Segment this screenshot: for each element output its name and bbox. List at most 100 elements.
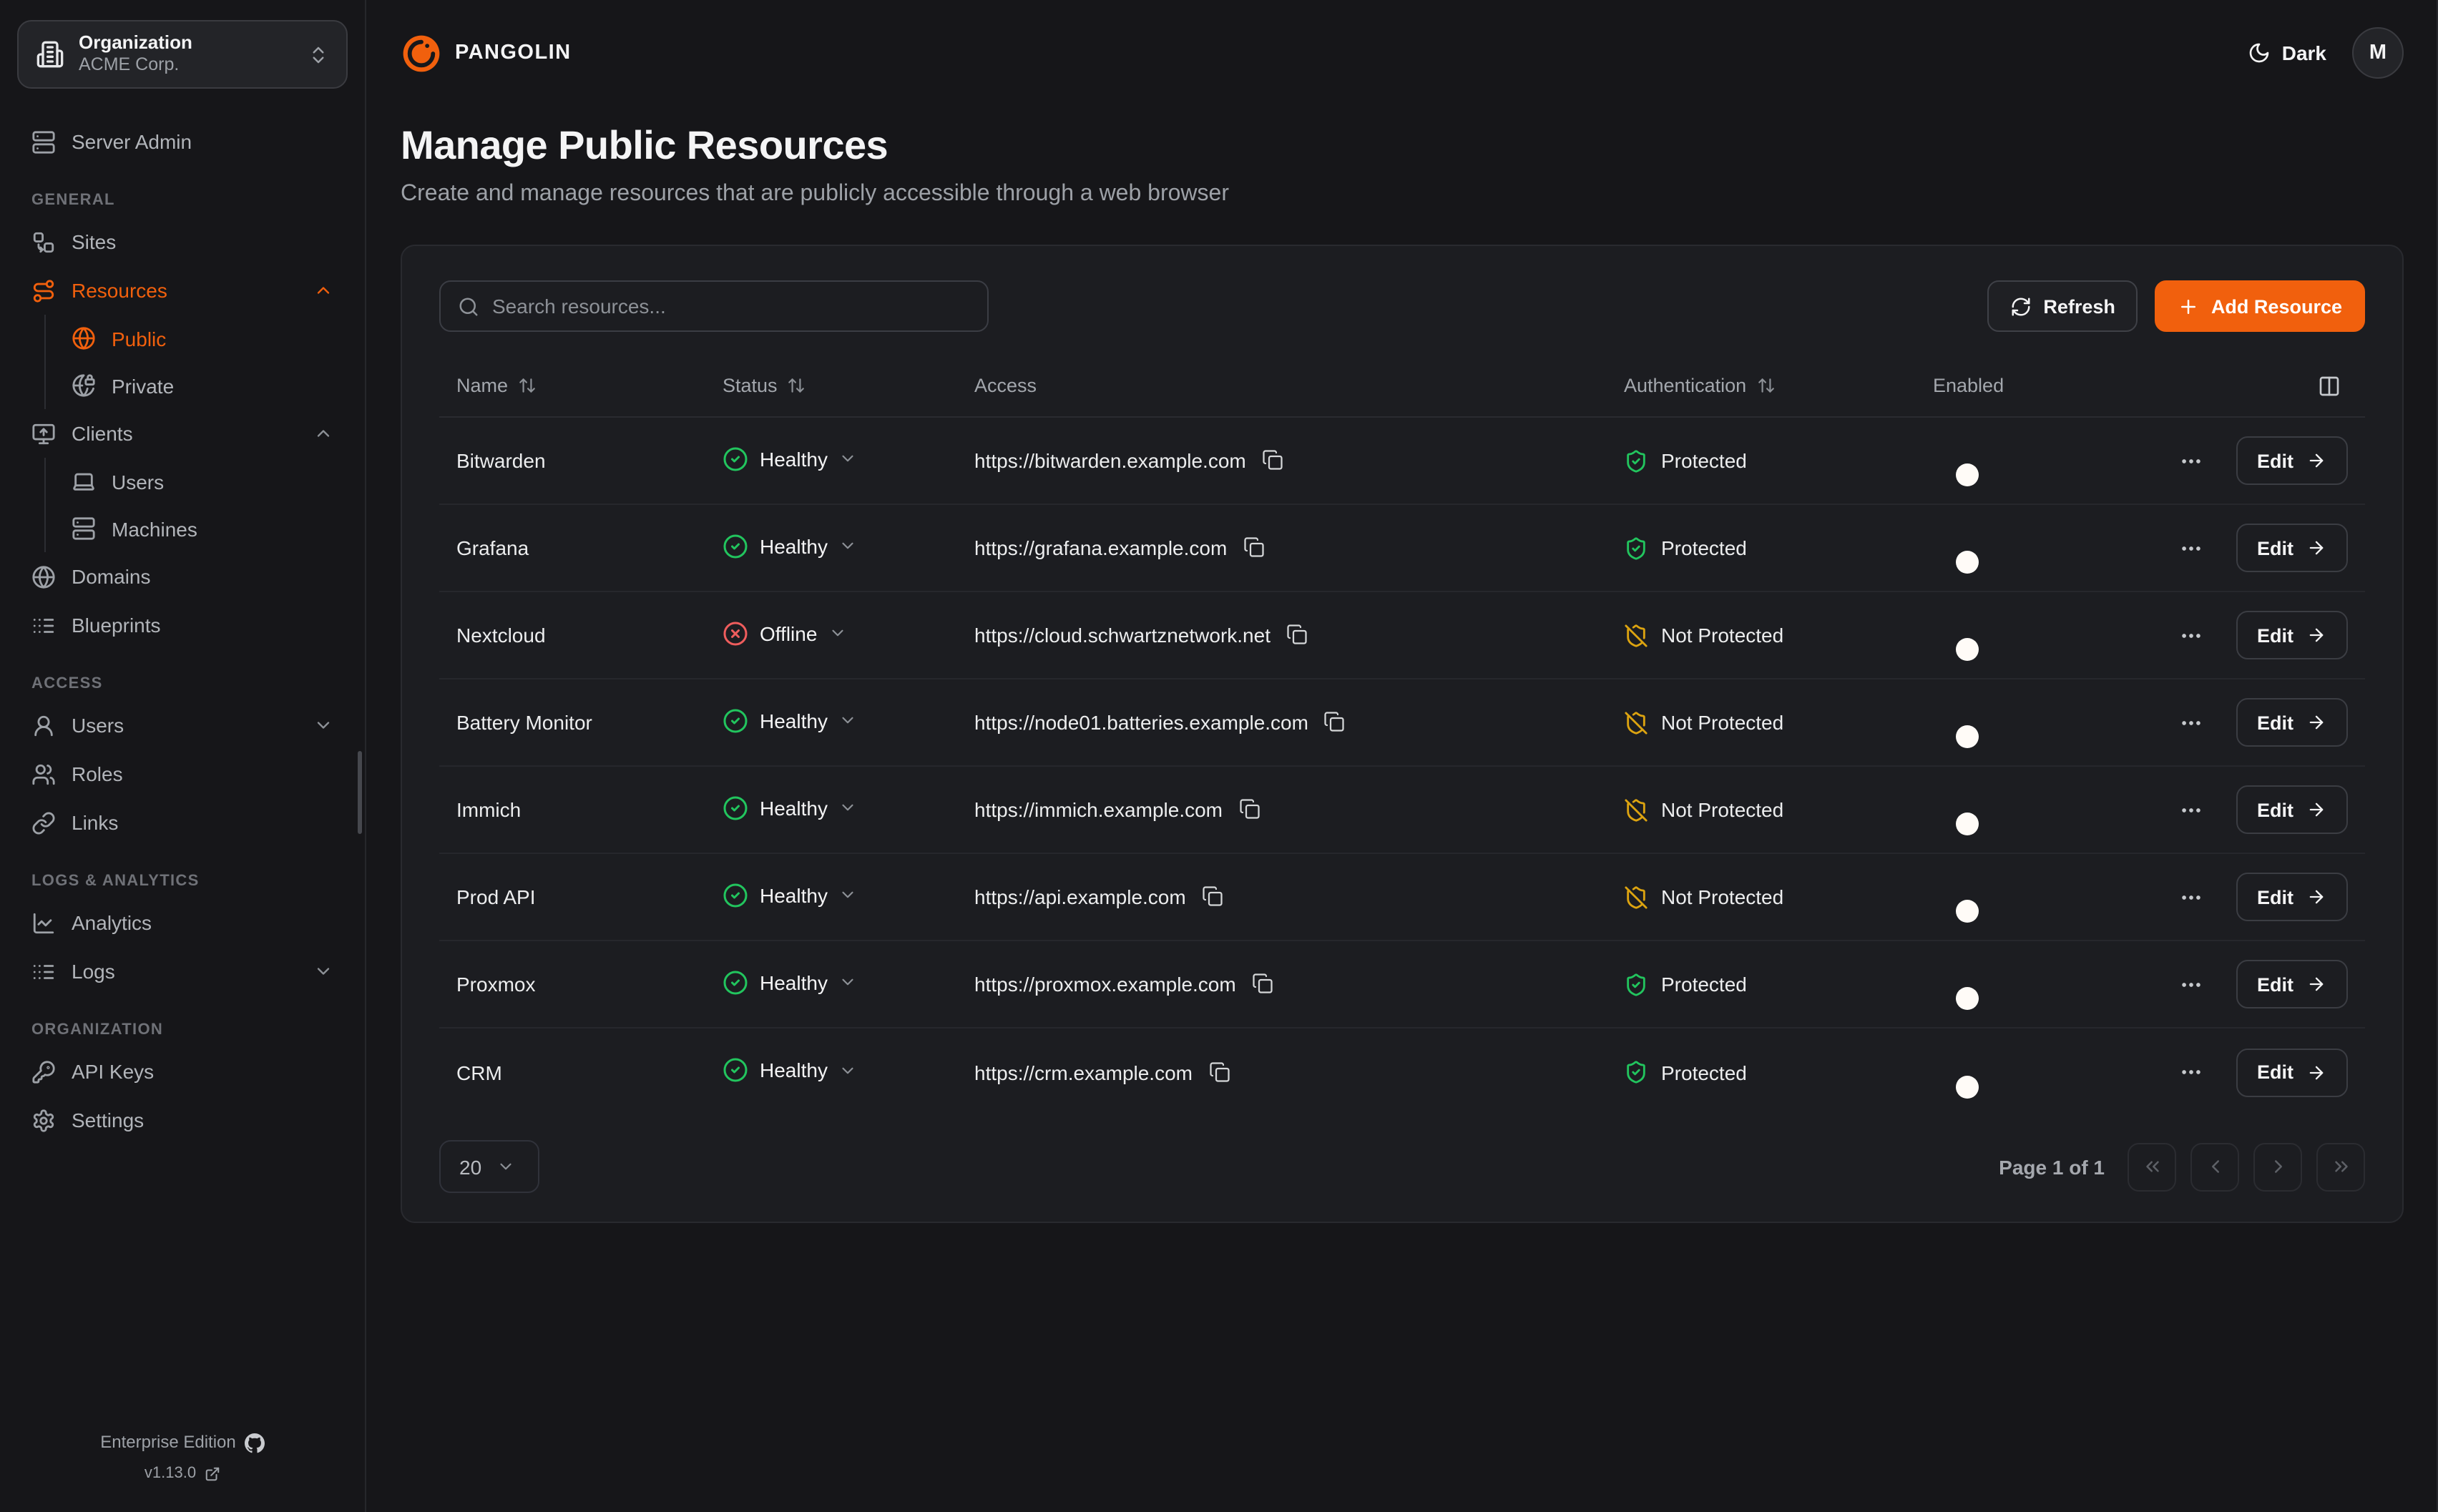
- status-icon: [723, 620, 748, 646]
- edit-button[interactable]: Edit: [2236, 785, 2348, 834]
- row-menu-button[interactable]: [2175, 881, 2207, 913]
- status-icon: [723, 1057, 748, 1083]
- row-menu-button[interactable]: [2175, 1056, 2207, 1088]
- sidebar-item-clients[interactable]: Clients: [17, 409, 348, 458]
- sidebar-item-resources[interactable]: Resources: [17, 266, 348, 315]
- sidebar: Organization ACME Corp. Server Admin GEN…: [0, 0, 366, 1512]
- status-dropdown[interactable]: Offline: [723, 620, 847, 646]
- column-label: Enabled: [1933, 375, 2004, 396]
- status-dropdown[interactable]: Healthy: [723, 533, 858, 559]
- sidebar-item-private[interactable]: Private: [46, 362, 348, 409]
- key-icon: [31, 1059, 56, 1084]
- row-menu-button[interactable]: [2175, 968, 2207, 1000]
- status-label: Healthy: [760, 447, 828, 470]
- edit-label: Edit: [2257, 712, 2293, 733]
- sidebar-item-settings[interactable]: Settings: [17, 1096, 348, 1144]
- auth-shield-icon: [1624, 448, 1648, 473]
- page-size-select[interactable]: 20: [439, 1140, 539, 1193]
- edit-button[interactable]: Edit: [2236, 1048, 2348, 1096]
- sidebar-item-analytics[interactable]: Analytics: [17, 898, 348, 947]
- sidebar-item-machines[interactable]: Machines: [46, 505, 348, 552]
- sidebar-item-links[interactable]: Links: [17, 798, 348, 847]
- status-dropdown[interactable]: Healthy: [723, 446, 858, 471]
- copy-url-button[interactable]: [1324, 711, 1347, 734]
- prev-page-button[interactable]: [2190, 1142, 2239, 1191]
- edit-button[interactable]: Edit: [2236, 611, 2348, 659]
- resource-name: Grafana: [456, 536, 529, 559]
- org-switcher[interactable]: Organization ACME Corp.: [17, 20, 348, 89]
- edition-link[interactable]: Enterprise Edition: [17, 1427, 348, 1460]
- edit-button[interactable]: Edit: [2236, 873, 2348, 921]
- first-page-button[interactable]: [2128, 1142, 2176, 1191]
- edit-button[interactable]: Edit: [2236, 524, 2348, 572]
- sidebar-item-sites[interactable]: Sites: [17, 217, 348, 266]
- sidebar-item-api-keys[interactable]: API Keys: [17, 1047, 348, 1096]
- status-dropdown[interactable]: Healthy: [723, 707, 858, 733]
- chevron-down-icon: [839, 885, 858, 904]
- ellipsis-icon: [2179, 885, 2203, 909]
- add-resource-button[interactable]: Add Resource: [2155, 280, 2365, 332]
- resource-name: CRM: [456, 1061, 502, 1084]
- copy-url-button[interactable]: [1252, 973, 1275, 996]
- last-page-button[interactable]: [2316, 1142, 2365, 1191]
- copy-url-button[interactable]: [1238, 798, 1261, 821]
- ellipsis-icon: [2179, 972, 2203, 996]
- sidebar-item-server-admin[interactable]: Server Admin: [17, 117, 348, 166]
- page-scrollbar[interactable]: [2437, 0, 2438, 1512]
- access-cell: https://crm.example.com: [974, 1061, 1624, 1084]
- sidebar-item-roles[interactable]: Roles: [17, 750, 348, 798]
- version-link[interactable]: v1.13.0: [17, 1459, 348, 1489]
- copy-url-button[interactable]: [1202, 885, 1225, 908]
- copy-url-button[interactable]: [1286, 624, 1309, 647]
- sidebar-item-client-users[interactable]: Users: [46, 458, 348, 505]
- copy-url-button[interactable]: [1243, 536, 1265, 559]
- sidebar-item-domains[interactable]: Domains: [17, 552, 348, 601]
- row-menu-button[interactable]: [2175, 619, 2207, 651]
- sort-icon[interactable]: [1756, 376, 1775, 395]
- edit-button[interactable]: Edit: [2236, 960, 2348, 1008]
- row-menu-button[interactable]: [2175, 707, 2207, 738]
- toggle-knob: [1956, 725, 1979, 748]
- sidebar-item-public[interactable]: Public: [46, 315, 348, 362]
- status-dropdown[interactable]: Healthy: [723, 1057, 858, 1083]
- status-dropdown[interactable]: Healthy: [723, 795, 858, 820]
- search-input[interactable]: [492, 295, 970, 318]
- pager-buttons: [2128, 1142, 2365, 1191]
- chevrons-left-icon: [2141, 1156, 2163, 1177]
- copy-url-button[interactable]: [1208, 1061, 1231, 1084]
- status-dropdown[interactable]: Healthy: [723, 969, 858, 995]
- edit-button[interactable]: Edit: [2236, 436, 2348, 485]
- next-page-button[interactable]: [2253, 1142, 2302, 1191]
- toggle-knob: [1956, 813, 1979, 835]
- sidebar-item-blueprints[interactable]: Blueprints: [17, 601, 348, 649]
- authentication-cell: Not Protected: [1624, 710, 1933, 735]
- row-menu-button[interactable]: [2175, 445, 2207, 476]
- sidebar-item-users[interactable]: Users: [17, 701, 348, 750]
- search-icon: [458, 295, 479, 317]
- row-menu-button[interactable]: [2175, 794, 2207, 825]
- status-dropdown[interactable]: Healthy: [723, 882, 858, 908]
- resources-card: Refresh Add Resource Name Status Access: [401, 245, 2404, 1223]
- column-header-name[interactable]: Name: [456, 375, 723, 396]
- edit-button[interactable]: Edit: [2236, 698, 2348, 747]
- toggle-knob: [1956, 638, 1979, 661]
- status-icon: [723, 533, 748, 559]
- copy-url-button[interactable]: [1262, 449, 1285, 472]
- table-row: Battery Monitor Healthy https://node01.b…: [439, 679, 2365, 767]
- sort-icon[interactable]: [788, 376, 806, 395]
- column-header-authentication[interactable]: Authentication: [1624, 375, 1933, 396]
- sidebar-item-label: Analytics: [72, 911, 152, 934]
- resource-name: Nextcloud: [456, 624, 546, 647]
- column-visibility-button[interactable]: [2311, 367, 2348, 404]
- column-header-status[interactable]: Status: [723, 375, 974, 396]
- row-menu-button[interactable]: [2175, 532, 2207, 564]
- refresh-button[interactable]: Refresh: [1987, 280, 2138, 332]
- authentication-cell: Protected: [1624, 536, 1933, 560]
- arrow-right-icon: [2306, 712, 2326, 732]
- sidebar-scrollbar[interactable]: [358, 751, 362, 834]
- theme-toggle[interactable]: Dark: [2248, 41, 2326, 64]
- sidebar-item-logs[interactable]: Logs: [17, 947, 348, 996]
- avatar[interactable]: M: [2352, 27, 2404, 79]
- sort-icon[interactable]: [518, 376, 537, 395]
- authentication-cell: Not Protected: [1624, 797, 1933, 822]
